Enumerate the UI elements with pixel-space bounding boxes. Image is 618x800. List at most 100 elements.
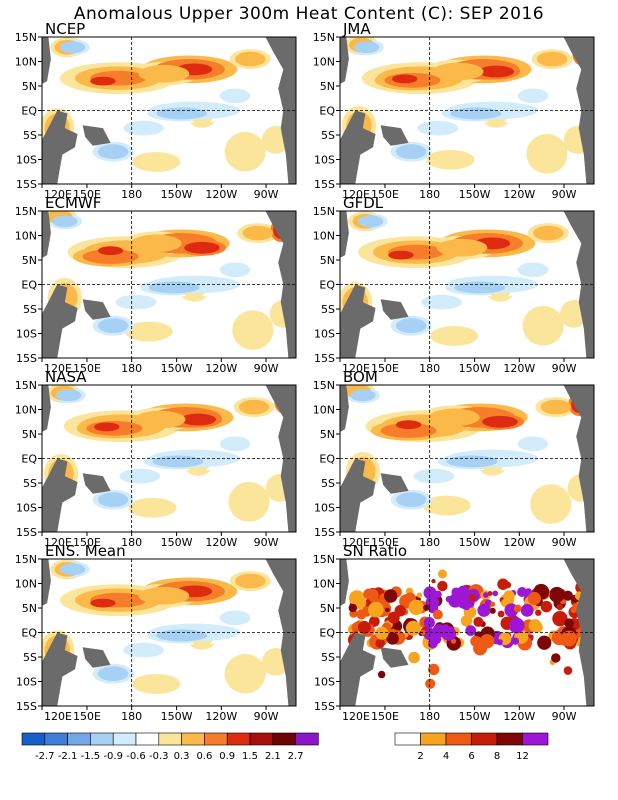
anomaly-blob <box>59 563 86 576</box>
figure-title: Anomalous Upper 300m Heat Content (C): S… <box>73 4 545 24</box>
snr-cell <box>497 610 505 618</box>
lon-tick-label: 150E <box>73 710 101 723</box>
anomaly-blob <box>119 468 161 484</box>
colorbar-label: 0.3 <box>174 751 190 762</box>
lat-tick-label: 5N <box>320 428 335 441</box>
lat-tick-label: 10S <box>16 676 37 689</box>
lon-tick-label: 180 <box>419 536 440 549</box>
snr-cell <box>394 605 406 617</box>
land-new-guinea <box>380 647 409 668</box>
anomaly-blob <box>392 74 418 84</box>
lon-tick-label: 120W <box>503 362 535 375</box>
snr-cell <box>487 591 493 596</box>
colorbar-label: 0.9 <box>219 751 235 762</box>
lon-tick-label: 150W <box>161 362 193 375</box>
lon-tick-label: 120E <box>342 536 370 549</box>
colorbar-anomaly: -2.7 -2.1 -1.5 -0.9 -0.6 -0.3 0.3 0.6 0.9 1.5 2.1 2… <box>21 732 319 762</box>
anomaly-blob <box>180 413 216 426</box>
anomaly-blob <box>357 215 384 228</box>
anomaly-blob <box>265 651 286 673</box>
lat-tick-label: 10N <box>15 578 37 591</box>
colorbar-label: -2.7 <box>35 751 55 762</box>
colorbar-label: -0.3 <box>149 751 169 762</box>
panel-title: JMA <box>342 20 371 38</box>
lon-tick-label: 150W <box>161 710 193 723</box>
lat-tick-label: EQ <box>21 279 37 292</box>
snr-cell <box>420 629 426 636</box>
anomaly-blob <box>517 262 549 278</box>
lon-tick-label: 150E <box>73 188 101 201</box>
anomaly-blob <box>219 610 251 626</box>
snr-cell <box>501 599 508 606</box>
lat-tick-label: 10S <box>314 676 335 689</box>
lat-tick-label: 10N <box>313 230 335 243</box>
lon-tick-label: 150E <box>73 362 101 375</box>
anomaly-blob <box>478 65 514 78</box>
lon-tick-label: 150E <box>73 536 101 549</box>
anomaly-blob <box>138 154 175 170</box>
lon-tick-label: 120E <box>342 710 370 723</box>
land-americas <box>563 211 594 358</box>
panel-title: ENS. Mean <box>45 542 126 560</box>
land-philippines <box>340 37 349 85</box>
snr-cell <box>437 569 447 579</box>
lat-tick-label: 10N <box>15 230 37 243</box>
colorbar-label: 12 <box>516 751 529 762</box>
panel-title: BOM <box>343 368 378 386</box>
lat-tick-label: 15N <box>313 31 335 44</box>
lat-tick-label: 5S <box>321 303 335 316</box>
lon-tick-label: 150E <box>371 536 399 549</box>
anomaly-blob <box>55 389 82 402</box>
land-philippines <box>42 37 51 85</box>
snr-cell <box>460 615 473 627</box>
anomaly-blob <box>235 51 266 67</box>
anomaly-blob <box>82 249 139 264</box>
snr-cell <box>477 603 491 617</box>
snr-cell <box>432 624 446 638</box>
lon-tick-label: 150E <box>371 188 399 201</box>
anomaly-blob <box>450 107 502 120</box>
snr-cell <box>549 586 565 603</box>
colorbar-label: 8 <box>494 751 500 762</box>
colorbar-swatch <box>67 732 91 746</box>
snr-cell <box>513 604 522 613</box>
lon-tick-label: 90W <box>552 188 577 201</box>
anomaly-blob <box>90 598 116 608</box>
lat-tick-label: 5S <box>23 651 37 664</box>
colorbar-label: 2 <box>417 751 423 762</box>
snr-cell <box>517 587 528 598</box>
snr-cell <box>384 607 390 613</box>
anomaly-blob <box>123 120 164 136</box>
snr-cell <box>468 594 476 602</box>
snr-cell <box>348 603 358 613</box>
anomaly-blob <box>265 129 286 151</box>
anomaly-blob <box>417 120 459 136</box>
snr-cell <box>394 624 400 630</box>
snr-cell <box>431 578 436 584</box>
snr-cell <box>375 626 389 640</box>
land-maritime-continent <box>340 632 376 706</box>
colorbar-swatch <box>471 732 498 746</box>
lat-tick-label: 5N <box>22 428 37 441</box>
lon-tick-label: 180 <box>121 710 142 723</box>
lat-tick-label: 15N <box>313 205 335 218</box>
land-philippines <box>340 559 349 607</box>
snr-cell <box>428 663 440 676</box>
lon-tick-label: 90W <box>552 710 577 723</box>
anomaly-blob <box>97 246 124 256</box>
lon-tick-label: 120W <box>205 710 237 723</box>
anomaly-blob <box>235 573 266 589</box>
anomaly-blob <box>138 586 190 605</box>
snr-cell <box>484 599 493 607</box>
land-americas <box>265 385 296 532</box>
anomaly-blob <box>432 62 484 81</box>
land-americas <box>265 37 296 184</box>
anomaly-blob <box>219 436 251 452</box>
snr-cell <box>368 601 384 618</box>
panel-sn-ratio: SN Ratio 15N 10N 5N EQ 5S 10S 15S 120E 150E 180 150… <box>313 542 595 723</box>
snr-cell <box>457 585 469 598</box>
lat-tick-label: EQ <box>319 453 335 466</box>
snr-cell <box>473 616 484 627</box>
snr-cell <box>528 619 542 632</box>
